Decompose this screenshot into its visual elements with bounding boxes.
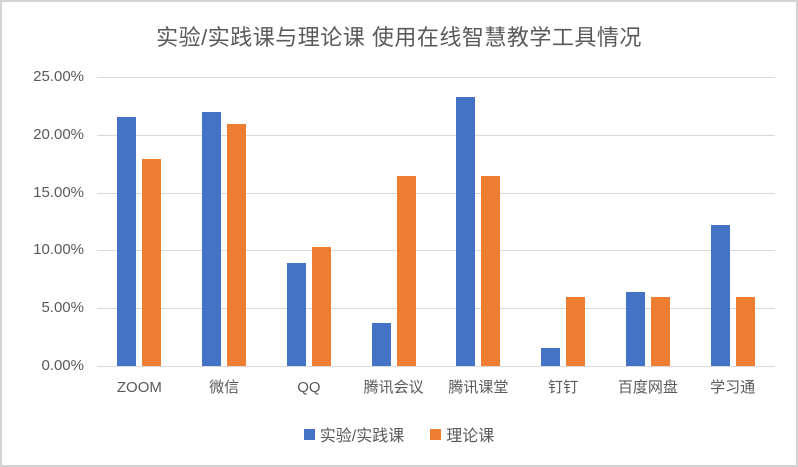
x-axis-category-label: 腾讯课堂 — [448, 379, 509, 396]
bar-group — [267, 77, 352, 366]
bar-group — [436, 77, 521, 366]
gridline — [97, 192, 775, 194]
gridline — [97, 250, 775, 252]
bar — [625, 292, 645, 366]
y-axis-tick-label: 0.00% — [41, 357, 84, 374]
gridline — [97, 308, 775, 310]
bar — [566, 296, 586, 366]
x-axis-category-label: 钉钉 — [548, 379, 579, 396]
x-axis: ZOOM 微信 QQ 腾讯会议 腾讯课堂 钉钉 百度网盘 学习通 — [97, 376, 775, 400]
bar — [396, 176, 416, 366]
gridline — [97, 77, 775, 78]
y-axis-tick-label: 5.00% — [41, 299, 84, 317]
bar-group — [182, 77, 267, 366]
legend-item: 实验/实践课 — [303, 422, 405, 446]
bar — [710, 224, 730, 366]
bar-group — [521, 77, 606, 366]
x-axis-category-label: ZOOM — [116, 379, 162, 396]
bar-group — [97, 77, 182, 366]
y-axis-tick-label: 20.00% — [33, 125, 84, 143]
bar — [481, 176, 501, 366]
legend: 实验/实践课 理论课 — [2, 422, 796, 446]
legend-swatch-icon — [303, 428, 315, 440]
bar-group — [606, 77, 691, 366]
gridline — [97, 366, 775, 367]
gridline — [97, 134, 775, 136]
legend-label: 理论课 — [446, 428, 495, 445]
y-axis-tick-label: 10.00% — [33, 241, 84, 259]
bar-group — [351, 77, 436, 366]
bar — [142, 159, 162, 366]
chart-title: 实验/实践课与理论课 使用在线智慧教学工具情况 — [156, 25, 642, 50]
bar — [541, 347, 561, 366]
bar — [117, 117, 137, 366]
bar — [286, 263, 306, 366]
x-axis-category-label: 微信 — [209, 379, 240, 396]
x-axis-category-label: 学习通 — [710, 379, 756, 396]
legend-swatch-icon — [430, 428, 442, 440]
x-axis-category-label: 百度网盘 — [617, 379, 678, 396]
x-axis-category-label: QQ — [297, 379, 321, 396]
bar — [227, 124, 247, 366]
bar — [650, 296, 670, 366]
bar — [456, 96, 476, 366]
bar — [202, 111, 222, 366]
bar — [735, 296, 755, 366]
legend-item: 理论课 — [430, 422, 494, 446]
bar-group — [690, 77, 775, 366]
y-axis-tick-label: 15.00% — [33, 183, 84, 201]
bar — [371, 323, 391, 366]
plot-area — [97, 77, 775, 366]
bar — [311, 246, 331, 366]
legend-label: 实验/实践课 — [319, 428, 405, 445]
y-axis-tick-label: 25.00% — [33, 68, 84, 85]
x-axis-category-label: 腾讯会议 — [363, 379, 424, 396]
